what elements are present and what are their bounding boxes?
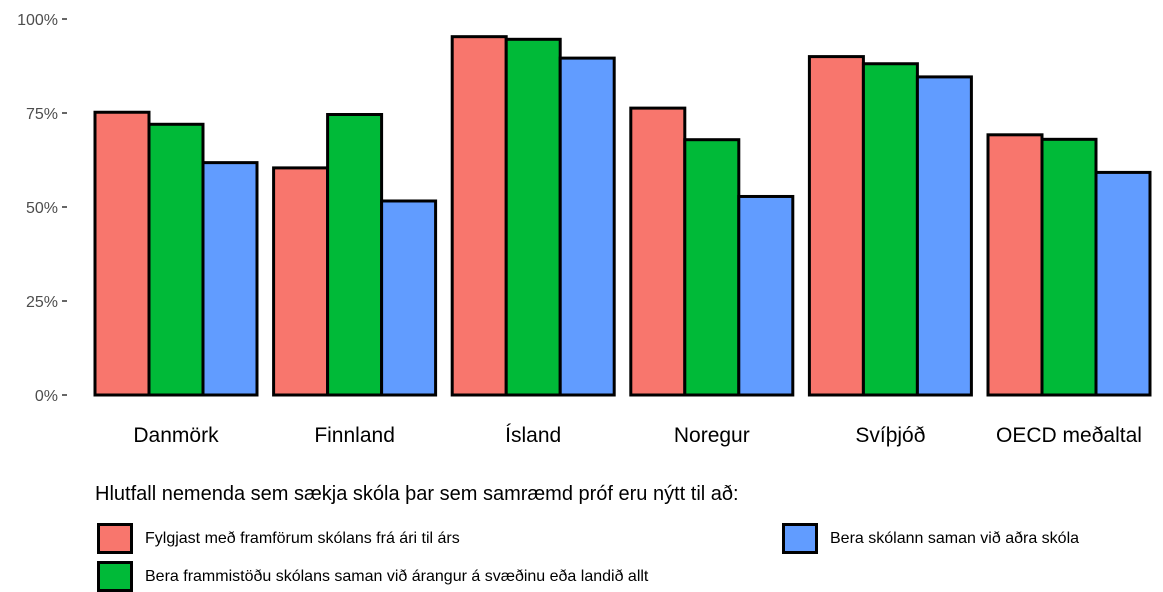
legend-title: Hlutfall nemenda sem sækja skóla þar sem…: [95, 483, 739, 505]
legend-label-2: Bera skólann saman við aðra skóla: [830, 529, 1080, 547]
bar-2-0: [201, 161, 259, 397]
bar-0-4: [807, 55, 865, 397]
bar-2-1: [380, 199, 438, 397]
bar-0-5: [986, 133, 1044, 397]
bar-2-5: [1094, 170, 1152, 397]
legend-item-0: Fylgjast með framförum skólans frá ári t…: [97, 523, 460, 554]
legend-label-0: Fylgjast með framförum skólans frá ári t…: [145, 529, 460, 547]
bar-0-2: [450, 35, 508, 397]
bar-1-0: [147, 122, 205, 397]
bar-1-5: [1040, 137, 1098, 397]
x-tick-label: Svíþjóð: [855, 424, 925, 447]
bar-0-1: [272, 166, 330, 397]
bars: [93, 35, 1152, 397]
x-tick-label: Noregur: [674, 424, 750, 447]
legend-item-1: Bera frammistöðu skólans saman við árang…: [97, 561, 648, 592]
y-tick-label: 75%: [26, 106, 58, 123]
legend-label-1: Bera frammistöðu skólans saman við árang…: [145, 567, 649, 585]
bar-1-4: [861, 62, 919, 397]
bar-1-3: [683, 138, 741, 397]
x-tick-label: Danmörk: [133, 424, 219, 447]
bar-1-2: [504, 37, 562, 397]
y-tick-label: 100%: [17, 12, 58, 29]
x-tick-label: Finnland: [314, 424, 395, 447]
legend-key-2: [782, 523, 818, 554]
bar-0-0: [93, 110, 151, 397]
legend-key-0: [97, 523, 133, 554]
bar-0-3: [629, 106, 687, 397]
x-axis: Danmörk Finnland Ísland Noregur Svíþjóð OECD …: [133, 424, 1142, 447]
bar-2-3: [737, 194, 795, 397]
legend-item-2: Bera skólann saman við aðra skóla: [782, 523, 1079, 554]
y-tick-label: 50%: [26, 200, 58, 217]
y-tick-label: 25%: [26, 294, 58, 311]
bar-1-1: [326, 113, 384, 397]
bar-2-2: [558, 56, 616, 397]
y-tick-label: 0%: [35, 388, 58, 405]
bar-2-4: [915, 75, 973, 397]
x-tick-label: Ísland: [505, 424, 561, 447]
x-tick-label: OECD meðaltal: [996, 424, 1142, 447]
legend-key-1: [97, 561, 133, 592]
chart: 0% 25% 50% 75% 100% Danmörk Finnland Ísland Nor…: [17, 12, 1152, 447]
y-axis: 0% 25% 50% 75% 100%: [17, 12, 67, 405]
